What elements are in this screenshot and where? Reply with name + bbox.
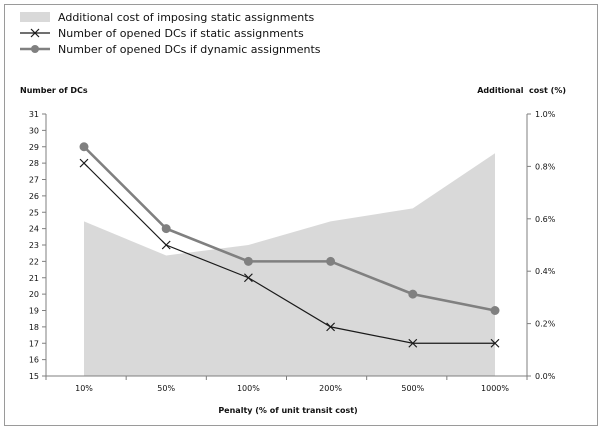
series-dynamic-point — [408, 289, 418, 299]
legend-swatch-area — [20, 12, 50, 22]
legend-marker-static — [30, 28, 40, 38]
y-right-tick-label: 0.2% — [535, 320, 556, 329]
series-dynamic-point — [79, 142, 89, 152]
y-left-tick-label: 20 — [29, 290, 39, 299]
y-left-tick-label: 24 — [29, 225, 39, 234]
x-tick-label: 200% — [319, 384, 342, 393]
y-left-tick-label: 21 — [29, 274, 39, 283]
y-left-tick-label: 30 — [29, 126, 39, 135]
series-dynamic-point — [490, 306, 500, 315]
y-left-tick-label: 27 — [29, 176, 39, 185]
plot-area — [79, 142, 500, 376]
legend: Additional cost of imposing static assig… — [20, 11, 321, 56]
y-left-tick-label: 22 — [29, 257, 39, 266]
series-dynamic-point — [243, 256, 253, 266]
y-left-tick-label: 18 — [29, 323, 39, 332]
legend-label: Number of opened DCs if static assignmen… — [58, 27, 304, 40]
x-tick-label: 50% — [157, 384, 175, 393]
y-right-tick-label: 0.4% — [535, 267, 556, 276]
series-area-additional-cost — [84, 153, 495, 376]
axes: 15 16 17 18 19 20 21 22 23 24 25 26 27 28 29 30 31 0.0% 0.… — [29, 110, 556, 393]
y-left-tick-label: 23 — [29, 241, 39, 250]
y-right-tick-label: 0.8% — [535, 162, 556, 171]
x-axis-title: Penalty (% of unit transit cost) — [218, 406, 357, 415]
series-dynamic-line — [83, 145, 496, 312]
y-left-tick-label: 29 — [29, 143, 39, 152]
y-left-tick-label: 15 — [29, 372, 39, 381]
legend-label: Number of opened DCs if dynamic assignme… — [58, 43, 321, 56]
y-axis-right-title: Additional cost (%) — [477, 86, 566, 95]
y-left-tick-label: 17 — [29, 339, 39, 348]
series-static-line — [83, 162, 495, 344]
series-static-point — [79, 158, 89, 168]
x-tick-label: 100% — [237, 384, 260, 393]
series-static-point — [408, 338, 418, 348]
y-left-tick-label: 19 — [29, 307, 39, 316]
y-left-tick-label: 26 — [29, 192, 39, 201]
y-right-tick-label: 0.6% — [535, 215, 556, 224]
legend-marker-dynamic — [31, 45, 39, 53]
y-axis-left-title: Number of DCs — [20, 86, 88, 95]
series-static-point — [161, 240, 171, 250]
y-left-tick-label: 28 — [29, 159, 39, 168]
x-tick-label: 1000% — [481, 384, 509, 393]
y-right-tick-label: 0.0% — [535, 372, 556, 381]
y-right-tick-label: 1.0% — [535, 110, 556, 119]
y-left-tick-label: 16 — [29, 356, 39, 365]
y-left-tick-label: 25 — [29, 208, 39, 217]
x-tick-label: 10% — [75, 384, 93, 393]
series-static-point — [326, 322, 336, 332]
series-static-point — [490, 338, 500, 348]
legend-label: Additional cost of imposing static assig… — [58, 11, 315, 24]
series-dynamic-point — [326, 256, 336, 266]
y-left-tick-label: 31 — [29, 110, 39, 119]
series-dynamic-point — [161, 224, 171, 234]
x-tick-label: 500% — [401, 384, 424, 393]
series-static-point — [243, 273, 253, 283]
